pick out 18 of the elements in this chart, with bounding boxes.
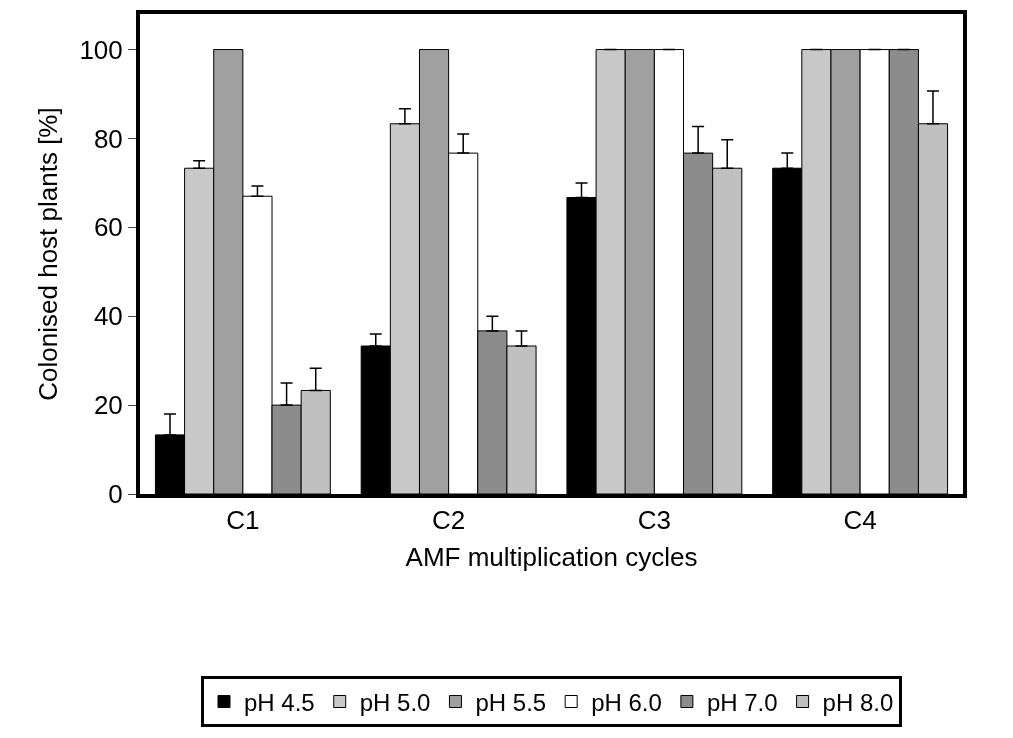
legend-label: pH 7.0 xyxy=(706,688,778,716)
y-axis-title: Colonised host plants [%] xyxy=(33,107,64,401)
legend-label: pH 6.0 xyxy=(591,688,662,716)
y-tick-label: 80 xyxy=(93,123,123,154)
y-tick-label: 60 xyxy=(93,212,123,243)
y-tick-label: 0 xyxy=(108,479,123,510)
y-tick-label: 20 xyxy=(93,390,123,421)
x-tick-label: C2 xyxy=(432,505,466,536)
legend-label: pH 5.5 xyxy=(475,688,547,716)
x-tick-label: C1 xyxy=(226,505,260,536)
x-tick-label: C3 xyxy=(637,505,672,536)
y-tick-label: 40 xyxy=(93,301,123,332)
legend-label: pH 5.0 xyxy=(359,688,431,716)
legend-label: pH 8.0 xyxy=(822,688,894,716)
x-tick-label: C4 xyxy=(843,505,877,536)
y-tick-label: 100 xyxy=(79,34,123,65)
legend-label: pH 4.5 xyxy=(244,688,315,716)
x-axis-title: AMF multiplication cycles xyxy=(405,542,698,573)
